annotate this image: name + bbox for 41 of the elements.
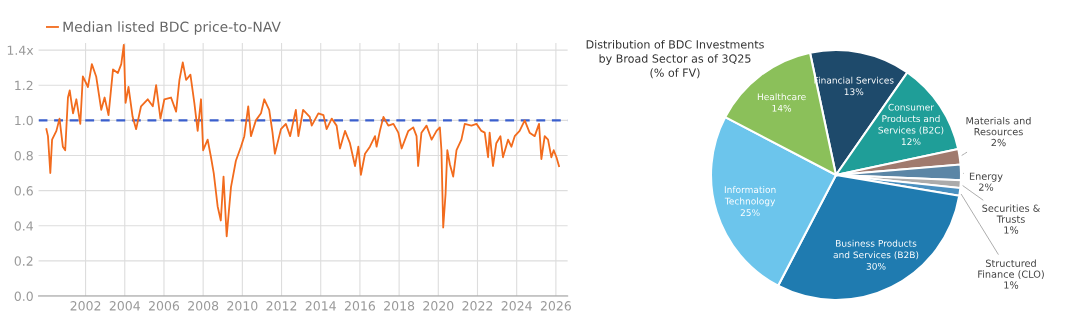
x-tick-label: 2018 xyxy=(384,301,415,311)
x-tick-label: 2012 xyxy=(266,301,297,311)
slice-label: Securities & Trusts xyxy=(982,204,1040,223)
slice-label: Materials and Resources xyxy=(966,116,1031,136)
data-label: 30% xyxy=(866,262,886,270)
y-tick-label: 0.0 xyxy=(14,291,33,301)
x-tick-label: 2022 xyxy=(462,301,493,311)
legend-label: Median listed BDC price-to-NAV xyxy=(63,21,281,35)
y-tick-label: 1.0 xyxy=(15,115,33,126)
y-tick-label: 0.4 xyxy=(14,221,33,231)
slice-label: Information Technology xyxy=(724,186,776,207)
data-label: 2% xyxy=(979,183,994,191)
y-tick-label: 0.8 xyxy=(14,150,33,161)
x-tick-label: 2020 xyxy=(423,301,454,311)
x-tick-label: 2026 xyxy=(540,301,571,311)
data-label: 14% xyxy=(772,104,792,112)
data-label: 25% xyxy=(740,209,760,217)
x-tick-label: 2016 xyxy=(344,301,376,311)
x-tick-label: 2010 xyxy=(227,301,258,311)
y-tick-label: 1.4x xyxy=(7,45,34,55)
slice-label: Energy xyxy=(969,172,1003,182)
x-tick-label: 2004 xyxy=(109,301,140,311)
line-series xyxy=(45,43,560,238)
x-tick-label: 2014 xyxy=(305,301,336,311)
y-tick-label: 0.6 xyxy=(14,186,33,196)
x-tick-label: 2006 xyxy=(148,301,180,311)
x-tick-label: 2008 xyxy=(188,301,219,311)
data-label: 13% xyxy=(844,88,864,96)
x-tick-label: 2024 xyxy=(501,301,532,311)
slice-label: Consumer Products and Services (B2C) xyxy=(878,103,944,135)
slice-label: Healthcare xyxy=(757,93,806,101)
chart-title: Distribution of BDC Investments by Broad Sector as of 3Q25 (% of FV) xyxy=(586,40,764,79)
y-tick-label: 0.2 xyxy=(14,256,33,266)
data-label: 12% xyxy=(901,138,921,146)
slice-label: Structured Finance (CLO) xyxy=(978,259,1044,279)
slice-label: Business Products and Services (B2B) xyxy=(833,239,919,260)
data-label: 2% xyxy=(991,138,1006,147)
data-label: 1% xyxy=(1004,226,1019,234)
data-label: 1% xyxy=(1004,281,1019,289)
y-tick-label: 1.2 xyxy=(15,80,33,90)
x-tick-label: 2002 xyxy=(70,301,101,311)
